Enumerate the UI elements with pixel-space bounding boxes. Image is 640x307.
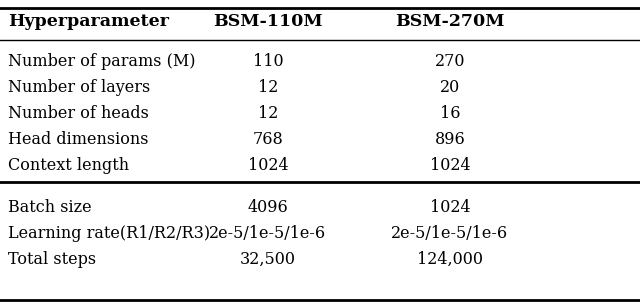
Text: 20: 20 [440,80,460,96]
Text: 1024: 1024 [248,157,288,174]
Text: Number of params (M): Number of params (M) [8,53,195,71]
Text: Hyperparameter: Hyperparameter [8,14,169,30]
Text: 270: 270 [435,53,465,71]
Text: 2e-5/1e-5/1e-6: 2e-5/1e-5/1e-6 [392,224,509,242]
Text: Context length: Context length [8,157,129,174]
Text: 110: 110 [253,53,284,71]
Text: BSM-110M: BSM-110M [213,14,323,30]
Text: 12: 12 [258,106,278,122]
Text: 32,500: 32,500 [240,251,296,267]
Text: 896: 896 [435,131,465,149]
Text: Learning rate(R1/R2/R3): Learning rate(R1/R2/R3) [8,224,210,242]
Text: 16: 16 [440,106,460,122]
Text: 1024: 1024 [429,199,470,216]
Text: BSM-270M: BSM-270M [396,14,505,30]
Text: 124,000: 124,000 [417,251,483,267]
Text: 1024: 1024 [429,157,470,174]
Text: Head dimensions: Head dimensions [8,131,148,149]
Text: 768: 768 [253,131,284,149]
Text: Batch size: Batch size [8,199,92,216]
Text: 12: 12 [258,80,278,96]
Text: Number of heads: Number of heads [8,106,149,122]
Text: Total steps: Total steps [8,251,96,267]
Text: 2e-5/1e-5/1e-6: 2e-5/1e-5/1e-6 [209,224,326,242]
Text: Number of layers: Number of layers [8,80,150,96]
Text: 4096: 4096 [248,199,289,216]
